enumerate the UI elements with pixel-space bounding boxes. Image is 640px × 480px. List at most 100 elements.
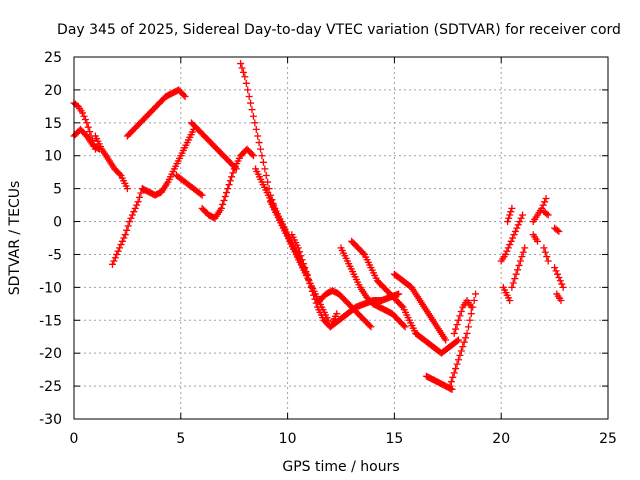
data-point bbox=[511, 227, 519, 235]
data-point bbox=[511, 275, 519, 283]
series-arc-29 bbox=[540, 208, 552, 219]
series-arc-23 bbox=[497, 211, 527, 265]
data-point bbox=[81, 116, 89, 124]
x-axis-label: GPS time / hours bbox=[282, 459, 399, 475]
data-point bbox=[121, 231, 129, 239]
data-point bbox=[442, 336, 450, 344]
data-point bbox=[80, 112, 88, 120]
series-arc-33 bbox=[553, 290, 565, 305]
data-point bbox=[123, 226, 131, 234]
data-point bbox=[296, 248, 304, 256]
data-point bbox=[220, 196, 228, 204]
y-tick-label: -10 bbox=[39, 280, 62, 296]
data-point bbox=[464, 323, 472, 331]
gridlines bbox=[74, 57, 608, 419]
y-tick-label: 5 bbox=[53, 182, 62, 198]
series-arc-4 bbox=[108, 185, 146, 268]
data-point bbox=[223, 189, 231, 197]
data-point bbox=[248, 106, 256, 114]
data-point bbox=[305, 275, 313, 283]
data-point bbox=[509, 279, 517, 287]
data-point bbox=[401, 323, 409, 331]
data-point bbox=[224, 185, 232, 193]
x-tick-label: 15 bbox=[385, 431, 403, 447]
y-tick-label: 0 bbox=[53, 215, 62, 231]
chart-title: Day 345 of 2025, Sidereal Day-to-day VTE… bbox=[57, 22, 621, 38]
data-point bbox=[470, 297, 478, 305]
data-point bbox=[452, 325, 460, 333]
series-arc-19 bbox=[412, 329, 462, 357]
data-point bbox=[534, 237, 542, 245]
data-point bbox=[544, 257, 552, 265]
data-point bbox=[133, 201, 141, 209]
series-arc-17 bbox=[326, 290, 403, 331]
series-arc-6 bbox=[138, 125, 198, 199]
data-point bbox=[229, 169, 237, 177]
y-tick-label: -5 bbox=[48, 247, 62, 263]
data-point bbox=[249, 112, 257, 120]
data-point bbox=[446, 382, 454, 390]
data-point bbox=[514, 221, 522, 229]
data-point bbox=[307, 283, 315, 291]
data-point bbox=[248, 150, 256, 158]
data-point bbox=[504, 218, 512, 226]
data-point bbox=[463, 329, 471, 337]
series-arc-28 bbox=[529, 231, 542, 245]
data-point bbox=[559, 283, 567, 291]
data-point bbox=[457, 347, 465, 355]
data-point bbox=[450, 329, 458, 337]
series-arc-9 bbox=[198, 145, 257, 222]
data-point bbox=[558, 280, 566, 288]
data-point bbox=[541, 248, 549, 256]
series-arc-32 bbox=[551, 264, 567, 291]
data-point bbox=[453, 337, 461, 345]
x-tick-label: 25 bbox=[599, 431, 617, 447]
data-point bbox=[217, 204, 225, 212]
data-point bbox=[456, 351, 464, 359]
data-point bbox=[117, 241, 125, 249]
data-point bbox=[366, 322, 374, 330]
data-point bbox=[83, 119, 91, 127]
data-point bbox=[219, 200, 227, 208]
data-point bbox=[301, 264, 309, 272]
data-point bbox=[503, 247, 511, 255]
data-point bbox=[124, 222, 132, 230]
series-arc-27 bbox=[529, 195, 550, 226]
data-point bbox=[521, 244, 529, 252]
data-point bbox=[244, 86, 252, 94]
data-point bbox=[519, 211, 527, 219]
data-point bbox=[359, 249, 367, 257]
data-point bbox=[447, 378, 455, 386]
data-point bbox=[516, 257, 524, 265]
y-tick-label: 10 bbox=[44, 149, 62, 165]
x-tick-label: 0 bbox=[70, 431, 79, 447]
series-arc-21 bbox=[446, 290, 480, 390]
data-point bbox=[456, 312, 464, 320]
data-point bbox=[265, 185, 273, 193]
data-point bbox=[454, 316, 462, 324]
data-point bbox=[459, 343, 467, 351]
data-point bbox=[198, 191, 206, 199]
data-point bbox=[306, 279, 314, 287]
data-point bbox=[467, 310, 475, 318]
data-point bbox=[449, 373, 457, 381]
x-tick-label: 10 bbox=[279, 431, 297, 447]
series-arc-13 bbox=[288, 231, 341, 331]
data-point bbox=[228, 173, 236, 181]
data-point bbox=[110, 257, 118, 265]
data-point bbox=[299, 260, 307, 268]
data-point bbox=[181, 92, 189, 100]
series-arc-31 bbox=[551, 224, 563, 235]
data-point bbox=[130, 208, 138, 216]
data-point bbox=[553, 270, 561, 278]
data-point bbox=[308, 287, 316, 295]
data-point bbox=[557, 297, 565, 305]
series-arc-26 bbox=[508, 244, 529, 291]
x-tick-label: 20 bbox=[492, 431, 510, 447]
data-point bbox=[261, 165, 269, 173]
y-tick-label: 25 bbox=[44, 50, 62, 66]
data-point bbox=[311, 295, 319, 303]
data-point bbox=[79, 109, 87, 117]
plot-border bbox=[73, 56, 609, 420]
data-point bbox=[507, 237, 515, 245]
